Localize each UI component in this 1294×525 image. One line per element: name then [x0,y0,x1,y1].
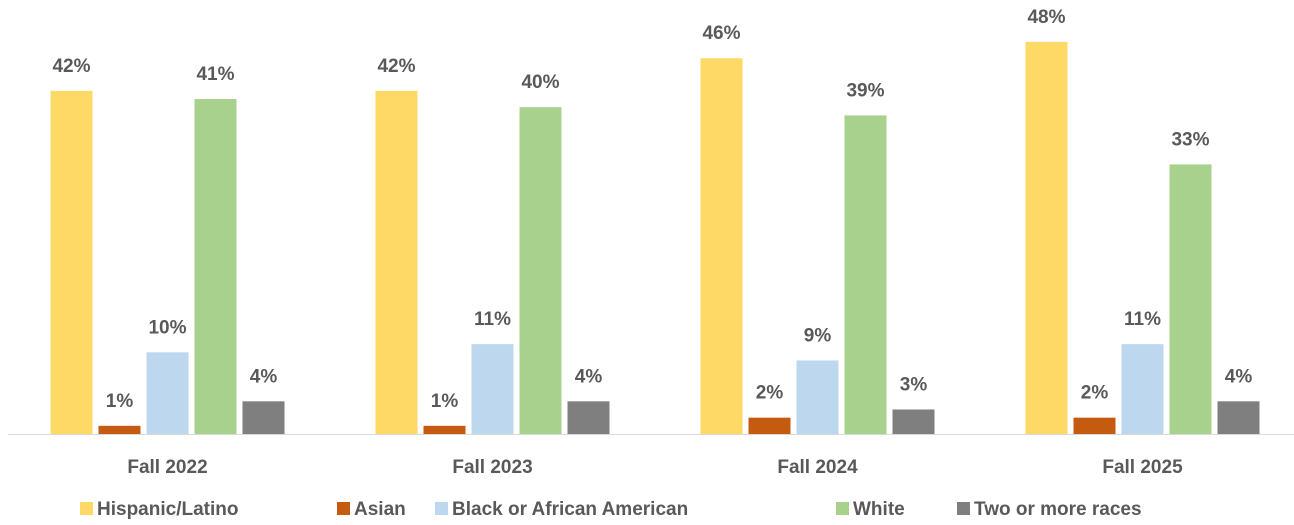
bar [471,344,514,434]
legend-swatch [836,502,849,515]
data-label: 11% [1124,309,1161,330]
data-label: 39% [846,80,884,101]
bar [423,425,466,434]
x-tick-label: Fall 2024 [777,457,858,478]
data-label: 46% [702,23,740,44]
data-label: 42% [377,56,415,77]
legend-label: Two or more races [974,499,1142,520]
bar [1121,344,1164,434]
bar [748,417,791,434]
bar [519,107,562,434]
bar [700,58,743,434]
bar [844,115,887,435]
bar [1025,41,1068,434]
legend-swatch [435,502,448,515]
bar [1217,401,1260,434]
bar [146,352,189,434]
legend-swatch [337,502,350,515]
data-label: 9% [804,325,832,346]
data-label: 4% [575,366,603,387]
data-label: 10% [148,317,186,338]
data-label: 1% [431,391,459,412]
bar [567,401,610,434]
data-label: 4% [250,366,278,387]
data-label: 48% [1027,7,1065,28]
data-label: 2% [756,383,784,404]
x-tick-label: Fall 2022 [127,457,207,478]
legend-label: Black or African American [452,499,688,520]
bar [1169,164,1212,434]
data-label: 4% [1225,366,1253,387]
x-tick-label: Fall 2025 [1102,457,1183,478]
bar [242,401,285,434]
data-label: 33% [1171,129,1209,150]
bar [50,90,93,435]
bar [194,99,237,435]
bar [892,409,935,434]
x-tick-label: Fall 2023 [452,457,532,478]
legend-swatch [80,502,93,515]
bar [375,90,418,435]
legend-label: Asian [354,499,406,520]
bar [98,425,141,434]
data-label: 1% [106,391,134,412]
data-label: 3% [900,375,928,396]
data-label: 2% [1081,383,1109,404]
legend-label: Hispanic/Latino [97,499,238,520]
bar [796,360,839,434]
data-label: 41% [196,64,234,85]
bar [1073,417,1116,434]
legend-label: White [853,499,905,520]
data-label: 11% [474,309,511,330]
data-label: 42% [52,56,90,77]
data-label: 40% [521,72,559,93]
legend-swatch [957,502,970,515]
